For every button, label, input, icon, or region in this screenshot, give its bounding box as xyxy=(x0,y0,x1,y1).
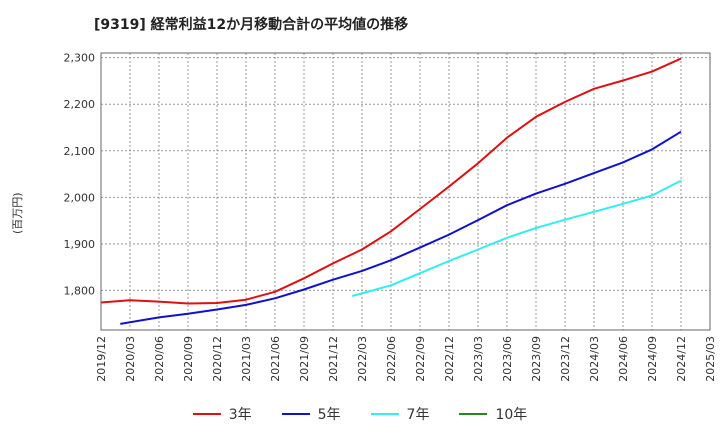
legend-label-3y: 3年 xyxy=(228,407,252,423)
x-tick-label: 2023/09 xyxy=(530,336,543,382)
y-tick-label: 2,000 xyxy=(64,191,96,204)
legend-label-10y: 10年 xyxy=(495,407,528,423)
series-line-3y xyxy=(100,57,682,305)
x-tick-label: 2024/12 xyxy=(675,336,688,382)
x-tick-label: 2023/06 xyxy=(501,336,514,382)
x-tick-label: 2020/06 xyxy=(153,336,166,382)
legend-item-7y: 7年 xyxy=(370,404,430,424)
x-tick-label: 2024/03 xyxy=(588,336,601,382)
x-tick-label: 2024/09 xyxy=(646,336,659,382)
x-tick-label: 2022/12 xyxy=(443,336,456,382)
legend-item-10y: 10年 xyxy=(459,404,527,424)
x-tick-label: 2021/12 xyxy=(327,336,340,382)
x-tick-label: 2022/03 xyxy=(356,336,369,382)
legend-label-7y: 7年 xyxy=(406,407,430,423)
plot-frame xyxy=(100,52,711,331)
y-tick-label: 1,800 xyxy=(64,284,96,297)
y-tick-label: 2,100 xyxy=(64,145,96,158)
legend-swatch-7y xyxy=(370,413,399,415)
x-tick-label: 2022/09 xyxy=(414,336,427,382)
x-tick-label: 2020/03 xyxy=(124,336,137,382)
x-tick-label: 2020/12 xyxy=(211,336,224,382)
x-tick-label: 2023/03 xyxy=(472,336,485,382)
x-tick-label: 2019/12 xyxy=(95,336,108,382)
x-tick-label: 2021/03 xyxy=(240,336,253,382)
grid-layer xyxy=(100,53,711,330)
y-tick-label: 2,200 xyxy=(64,98,96,111)
x-tick-label: 2024/06 xyxy=(617,336,630,382)
x-tick-layer: 2019/12 2020/03 2020/06 2020/09 2020/12 2021/… xyxy=(95,336,717,382)
legend-swatch-3y xyxy=(192,413,221,415)
x-tick-label: 2023/12 xyxy=(559,336,572,382)
series-line-5y xyxy=(120,130,682,325)
legend-swatch-5y xyxy=(281,413,310,415)
y-tick-label: 2,300 xyxy=(64,52,96,65)
chart-title: [9319] 経常利益12か月移動合計の平均値の推移 xyxy=(94,17,409,33)
legend-item-5y: 5年 xyxy=(281,404,341,424)
legend-item-3y: 3年 xyxy=(192,404,252,424)
x-tick-label: 2021/09 xyxy=(298,336,311,382)
legend-swatch-10y xyxy=(459,413,488,415)
series-layer xyxy=(100,57,682,325)
x-tick-label: 2020/09 xyxy=(182,336,195,382)
legend: 3年 5年 7年 10年 xyxy=(0,404,720,424)
x-tick-label: 2021/06 xyxy=(269,336,282,382)
legend-label-5y: 5年 xyxy=(317,407,341,423)
series-line-7y xyxy=(352,179,682,297)
x-tick-label: 2025/03 xyxy=(704,336,717,382)
x-tick-label: 2022/06 xyxy=(385,336,398,382)
y-tick-layer: 1,800 1,900 2,000 2,100 2,200 2,300 xyxy=(64,52,96,298)
y-tick-label: 1,900 xyxy=(64,238,96,251)
